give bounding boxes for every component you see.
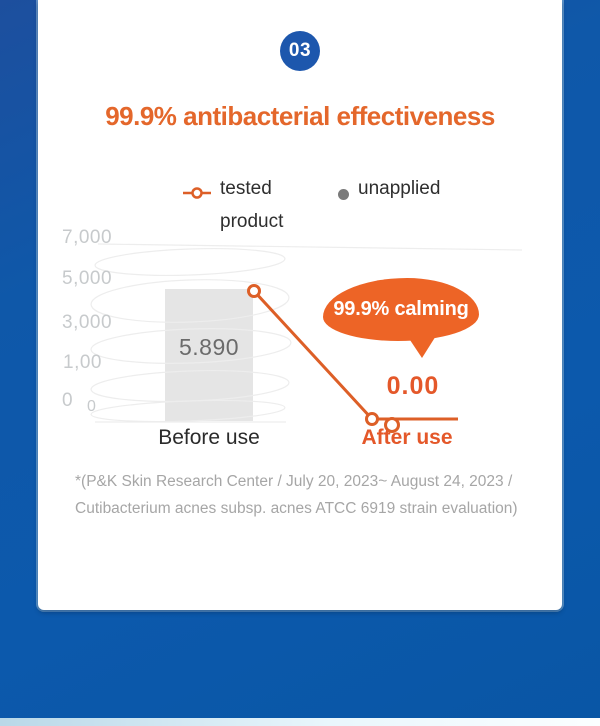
point-marker-after [365,412,379,426]
legend-label-tested-product: tested product [220,172,283,238]
y-axis-tick-7000: 7,000 [62,227,113,248]
x-label-before-use: Before use [158,426,260,449]
footnote: *(P&K Skin Research Center / July 20, 20… [75,468,535,522]
bar-value-label: 5.890 [178,334,240,360]
x-label-after-use: After use [361,426,453,449]
legend-label-line1: tested [220,178,272,199]
y-axis-tick-0-secondary: 0 [87,398,97,415]
bottom-light-strip [0,718,600,726]
step-badge: 03 [280,31,320,71]
content-card: 03 99.9% antibacterial effectiveness tes… [38,0,562,610]
dot-icon [338,189,349,200]
legend-label-unapplied: unapplied [358,178,441,199]
line-marker-icon [183,186,211,205]
legend-item-unapplied: unapplied [338,172,440,205]
footnote-line2: Cutibacterium acnes subsp. acnes ATCC 69… [75,500,518,517]
y-axis-tick-100: 1,00 [63,352,102,373]
step-badge-number: 03 [288,40,312,61]
y-axis-tick-0: 0 [62,390,74,411]
footnote-line1: *(P&K Skin Research Center / July 20, 20… [75,473,513,490]
page-title: 99.9% antibacterial effectiveness [105,101,495,131]
callout-text: 99.9% calming [333,298,469,320]
after-value-label: 0.00 [386,372,440,400]
y-axis-tick-5000: 5,000 [62,268,113,289]
callout-bubble: 99.9% calming [323,278,479,341]
y-axis-tick-3000: 3,000 [62,312,113,333]
legend-item-tested-product: tested product [183,172,283,238]
legend-label-line2: product [220,211,284,232]
